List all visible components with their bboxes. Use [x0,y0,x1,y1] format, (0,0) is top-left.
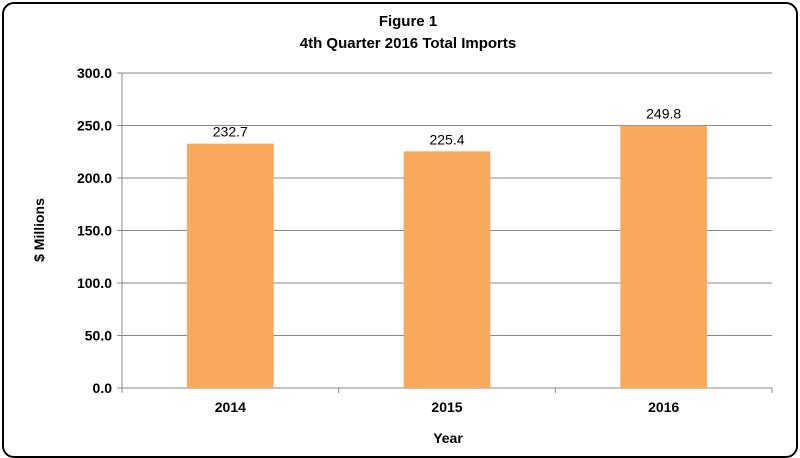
x-axis-ticks: 2014 2015 2016 [121,388,773,415]
y-axis-ticks: 0.0 50.0 100.0 150.0 200.0 250.0 300.0 [77,65,122,396]
bar-2015 [403,151,491,388]
y-tick-label: 100.0 [77,275,112,291]
bars [187,125,707,389]
y-axis-label: $ Millions [31,198,47,262]
chart-subtitle: 4th Quarter 2016 Total Imports [300,35,516,52]
x-tick-label-2015: 2015 [431,399,462,415]
bar-2014 [187,143,274,388]
data-label-2015: 225.4 [429,131,464,147]
chart-title: Figure 1 [379,13,437,30]
data-labels: 232.7 225.4 249.8 [213,106,682,148]
data-label-2016: 249.8 [646,106,681,122]
y-tick-label: 250.0 [77,118,112,134]
x-tick-label-2014: 2014 [215,399,246,415]
y-tick-label: 0.0 [93,380,113,396]
data-label-2014: 232.7 [213,124,248,140]
x-axis-label: Year [433,430,463,446]
y-tick-label: 200.0 [77,170,112,186]
x-tick-label-2016: 2016 [648,399,679,415]
y-tick-label: 300.0 [77,65,112,81]
y-tick-label: 50.0 [85,328,112,344]
y-tick-label: 150.0 [77,223,112,239]
bar-2016 [620,125,707,389]
